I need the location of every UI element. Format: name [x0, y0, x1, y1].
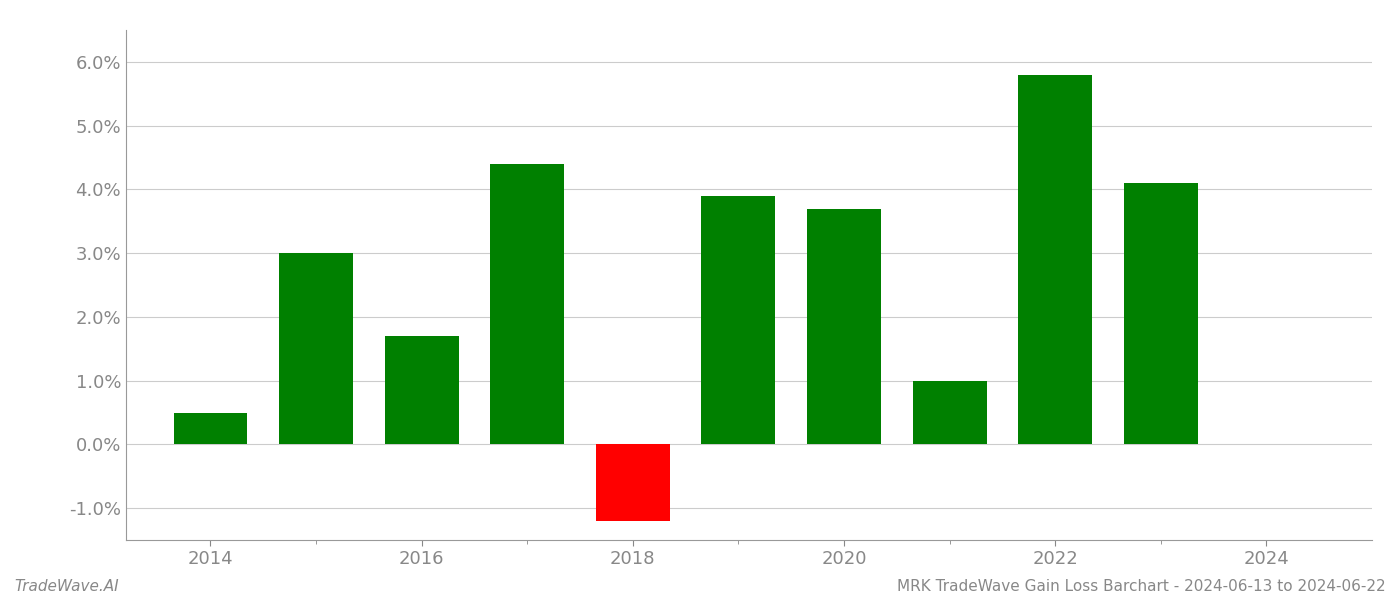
Bar — [596, 445, 669, 521]
Bar — [701, 196, 776, 445]
Text: TradeWave.AI: TradeWave.AI — [14, 579, 119, 594]
Bar — [174, 413, 248, 445]
Text: MRK TradeWave Gain Loss Barchart - 2024-06-13 to 2024-06-22: MRK TradeWave Gain Loss Barchart - 2024-… — [897, 579, 1386, 594]
Bar — [1124, 183, 1198, 445]
Bar — [490, 164, 564, 445]
Bar — [806, 208, 881, 445]
Bar — [1018, 74, 1092, 445]
Bar — [279, 253, 353, 445]
Bar — [913, 380, 987, 445]
Bar — [385, 336, 459, 445]
